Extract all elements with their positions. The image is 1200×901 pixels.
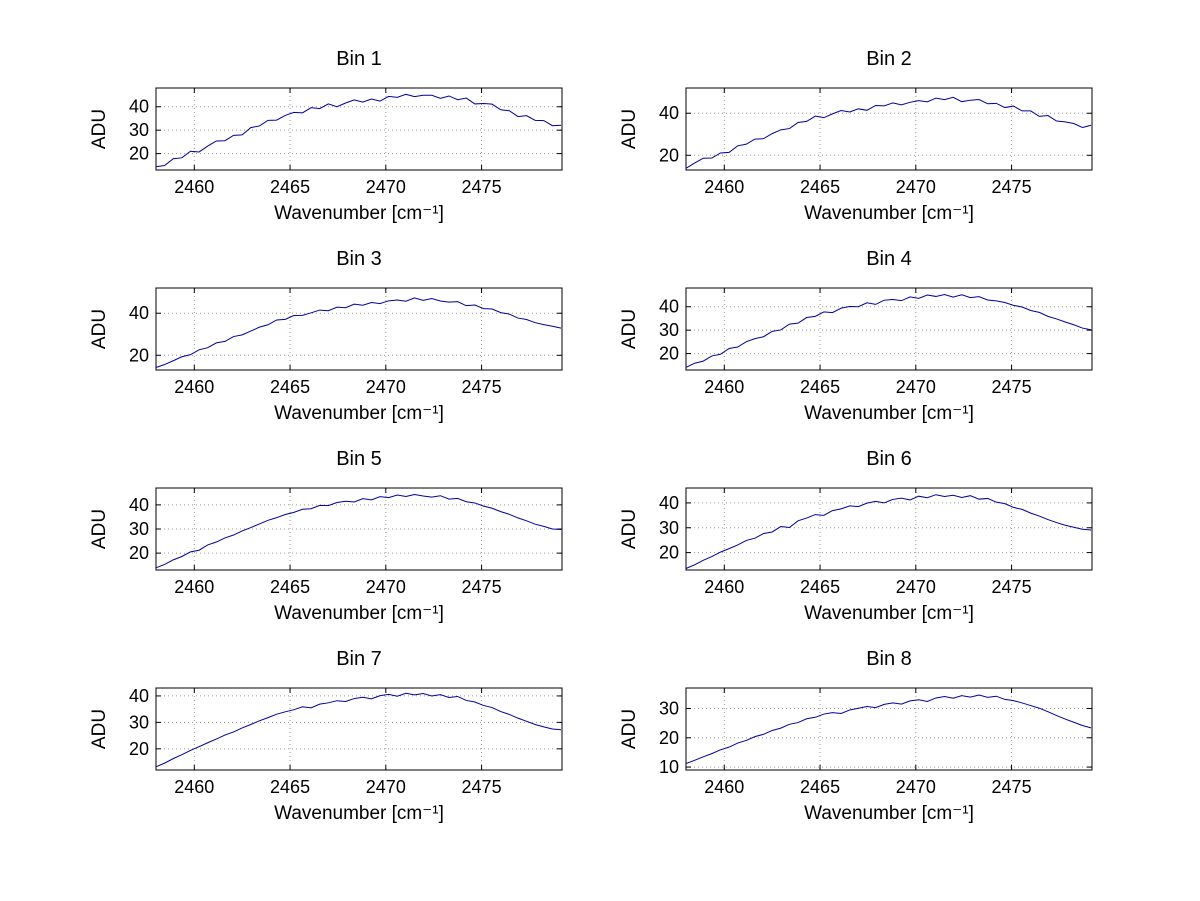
y-tick-label: 20 [659, 728, 679, 748]
spectrum-line [685, 494, 1092, 569]
plot-area: 2460 2465 2470 2475 20 40 [659, 87, 1093, 197]
x-tick-label: 2470 [896, 177, 936, 197]
x-tick-label: 2475 [462, 377, 502, 397]
x-tick-label: 2470 [896, 377, 936, 397]
plot-title: Bin 8 [866, 648, 912, 670]
x-tick-label: 2465 [270, 777, 310, 797]
y-tick-label: 20 [659, 543, 679, 563]
x-tick-label: 2475 [462, 777, 502, 797]
x-tick-label: 2475 [992, 177, 1032, 197]
x-tick-label: 2465 [270, 177, 310, 197]
plot-title: Bin 4 [866, 248, 912, 270]
y-tick-label: 20 [129, 345, 149, 365]
subplot-bin-1: Bin 1 ADU 2460 2465 2470 2475 20 30 40 Wavenum… [70, 36, 600, 236]
subplot-bin-3: Bin 3 ADU 2460 2465 2470 2475 20 40 Wavenumbe… [70, 236, 600, 436]
y-tick-label: 30 [659, 699, 679, 719]
x-tick-label: 2475 [462, 577, 502, 597]
y-tick-label: 20 [659, 344, 679, 364]
plot-title: Bin 2 [866, 48, 912, 70]
x-tick-label: 2465 [800, 177, 840, 197]
y-tick-label: 30 [659, 518, 679, 538]
x-axis-label: Wavenumber [cm⁻¹] [274, 403, 444, 424]
subplot-bin-4: Bin 4 ADU 2460 2465 2470 2475 20 30 40 Wavenum… [600, 236, 1130, 436]
y-tick-label: 40 [129, 303, 149, 323]
x-tick-label: 2470 [366, 577, 406, 597]
spectrum-line [155, 494, 562, 569]
y-tick-label: 40 [659, 103, 679, 123]
y-tick-label: 20 [129, 144, 149, 164]
y-tick-label: 20 [129, 543, 149, 563]
x-axis-label: Wavenumber [cm⁻¹] [274, 203, 444, 224]
x-tick-label: 2460 [174, 177, 214, 197]
plot-title: Bin 5 [336, 448, 382, 470]
x-axis-label: Wavenumber [cm⁻¹] [804, 203, 974, 224]
y-tick-label: 30 [129, 120, 149, 140]
x-tick-label: 2475 [992, 377, 1032, 397]
plot-area: 2460 2465 2470 2475 20 30 40 [659, 487, 1093, 597]
x-tick-label: 2475 [992, 777, 1032, 797]
x-tick-label: 2475 [462, 177, 502, 197]
x-tick-label: 2465 [800, 777, 840, 797]
plot-area: 2460 2465 2470 2475 20 30 40 [129, 87, 563, 197]
x-tick-label: 2475 [992, 577, 1032, 597]
x-tick-label: 2470 [896, 577, 936, 597]
x-axis-label: Wavenumber [cm⁻¹] [274, 803, 444, 824]
y-tick-label: 40 [129, 495, 149, 515]
plot-title: Bin 7 [336, 648, 382, 670]
x-tick-label: 2470 [366, 377, 406, 397]
subplot-bin-6: Bin 6 ADU 2460 2465 2470 2475 20 30 40 Wavenum… [600, 436, 1130, 636]
y-tick-label: 40 [129, 686, 149, 706]
y-tick-label: 40 [659, 493, 679, 513]
x-tick-label: 2460 [704, 377, 744, 397]
plot-area: 2460 2465 2470 2475 20 30 40 [129, 686, 563, 797]
y-tick-label: 40 [659, 297, 679, 317]
y-tick-label: 40 [129, 97, 149, 117]
x-tick-label: 2470 [896, 777, 936, 797]
spectrum-line [685, 294, 1092, 368]
x-axis-label: Wavenumber [cm⁻¹] [804, 803, 974, 824]
x-tick-label: 2460 [704, 177, 744, 197]
x-tick-label: 2465 [270, 577, 310, 597]
x-tick-label: 2460 [174, 777, 214, 797]
spectrum-line [155, 297, 562, 368]
spectrum-line [685, 96, 1092, 169]
x-tick-label: 2465 [800, 377, 840, 397]
x-axis-label: Wavenumber [cm⁻¹] [804, 603, 974, 624]
x-tick-label: 2460 [174, 577, 214, 597]
y-tick-label: 20 [659, 145, 679, 165]
spectrum-line [155, 93, 562, 168]
subplot-bin-7: Bin 7 ADU 2460 2465 2470 2475 20 30 40 Wavenum… [70, 636, 600, 836]
x-tick-label: 2460 [174, 377, 214, 397]
x-tick-label: 2460 [704, 577, 744, 597]
x-tick-label: 2460 [704, 777, 744, 797]
plot-title: Bin 6 [866, 448, 912, 470]
y-tick-label: 30 [659, 320, 679, 340]
plot-title: Bin 3 [336, 248, 382, 270]
subplot-bin-5: Bin 5 ADU 2460 2465 2470 2475 20 30 40 Wavenum… [70, 436, 600, 636]
plot-title: Bin 1 [336, 48, 382, 70]
spectrum-line [155, 692, 562, 768]
spectrum-line [685, 694, 1092, 765]
x-tick-label: 2465 [270, 377, 310, 397]
plot-area: 2460 2465 2470 2475 20 40 [129, 287, 563, 397]
y-tick-label: 30 [129, 519, 149, 539]
plot-area: 2460 2465 2470 2475 20 30 40 [129, 487, 563, 597]
subplot-bin-8: Bin 8 ADU 2460 2465 2470 2475 10 20 30 Wavenum… [600, 636, 1130, 836]
plot-area: 2460 2465 2470 2475 10 20 30 [659, 687, 1093, 797]
x-axis-label: Wavenumber [cm⁻¹] [804, 403, 974, 424]
plot-area: 2460 2465 2470 2475 20 30 40 [659, 287, 1093, 397]
x-tick-label: 2470 [366, 777, 406, 797]
x-axis-label: Wavenumber [cm⁻¹] [274, 603, 444, 624]
subplot-grid: Bin 1 ADU 2460 2465 2470 2475 20 30 40 Wavenum… [70, 36, 1130, 836]
y-tick-label: 30 [129, 712, 149, 732]
subplot-bin-2: Bin 2 ADU 2460 2465 2470 2475 20 40 Wavenumbe… [600, 36, 1130, 236]
x-tick-label: 2465 [800, 577, 840, 597]
y-tick-label: 10 [659, 757, 679, 777]
x-tick-label: 2470 [366, 177, 406, 197]
y-tick-label: 20 [129, 739, 149, 759]
